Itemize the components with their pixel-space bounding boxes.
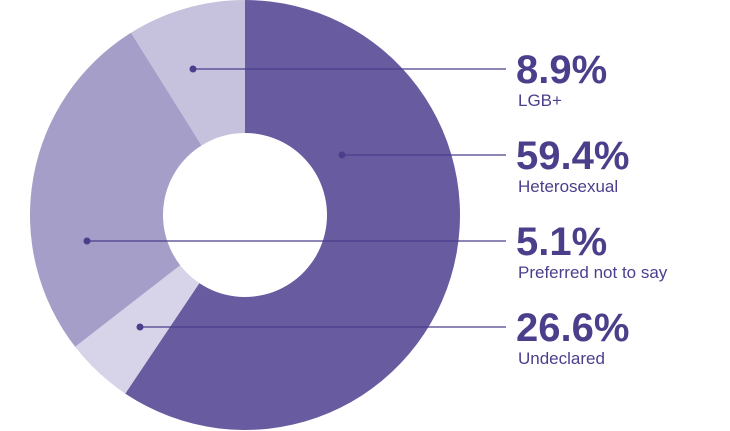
slice <box>75 265 200 394</box>
leader-dot <box>83 237 91 245</box>
leader-dot <box>136 323 144 331</box>
slice <box>130 0 245 146</box>
category-label: LGB+ <box>518 91 562 110</box>
category-label: Heterosexual <box>518 177 618 196</box>
value-label: 8.9% <box>516 48 607 92</box>
slice <box>29 32 202 347</box>
leader-dot <box>189 65 197 73</box>
value-label: 59.4% <box>516 134 629 178</box>
category-label: Preferred not to say <box>518 263 668 282</box>
leader-dot <box>338 151 346 159</box>
category-label: Undeclared <box>518 349 605 368</box>
value-label: 26.6% <box>516 306 629 350</box>
slice <box>125 0 461 430</box>
value-label: 5.1% <box>516 220 607 264</box>
